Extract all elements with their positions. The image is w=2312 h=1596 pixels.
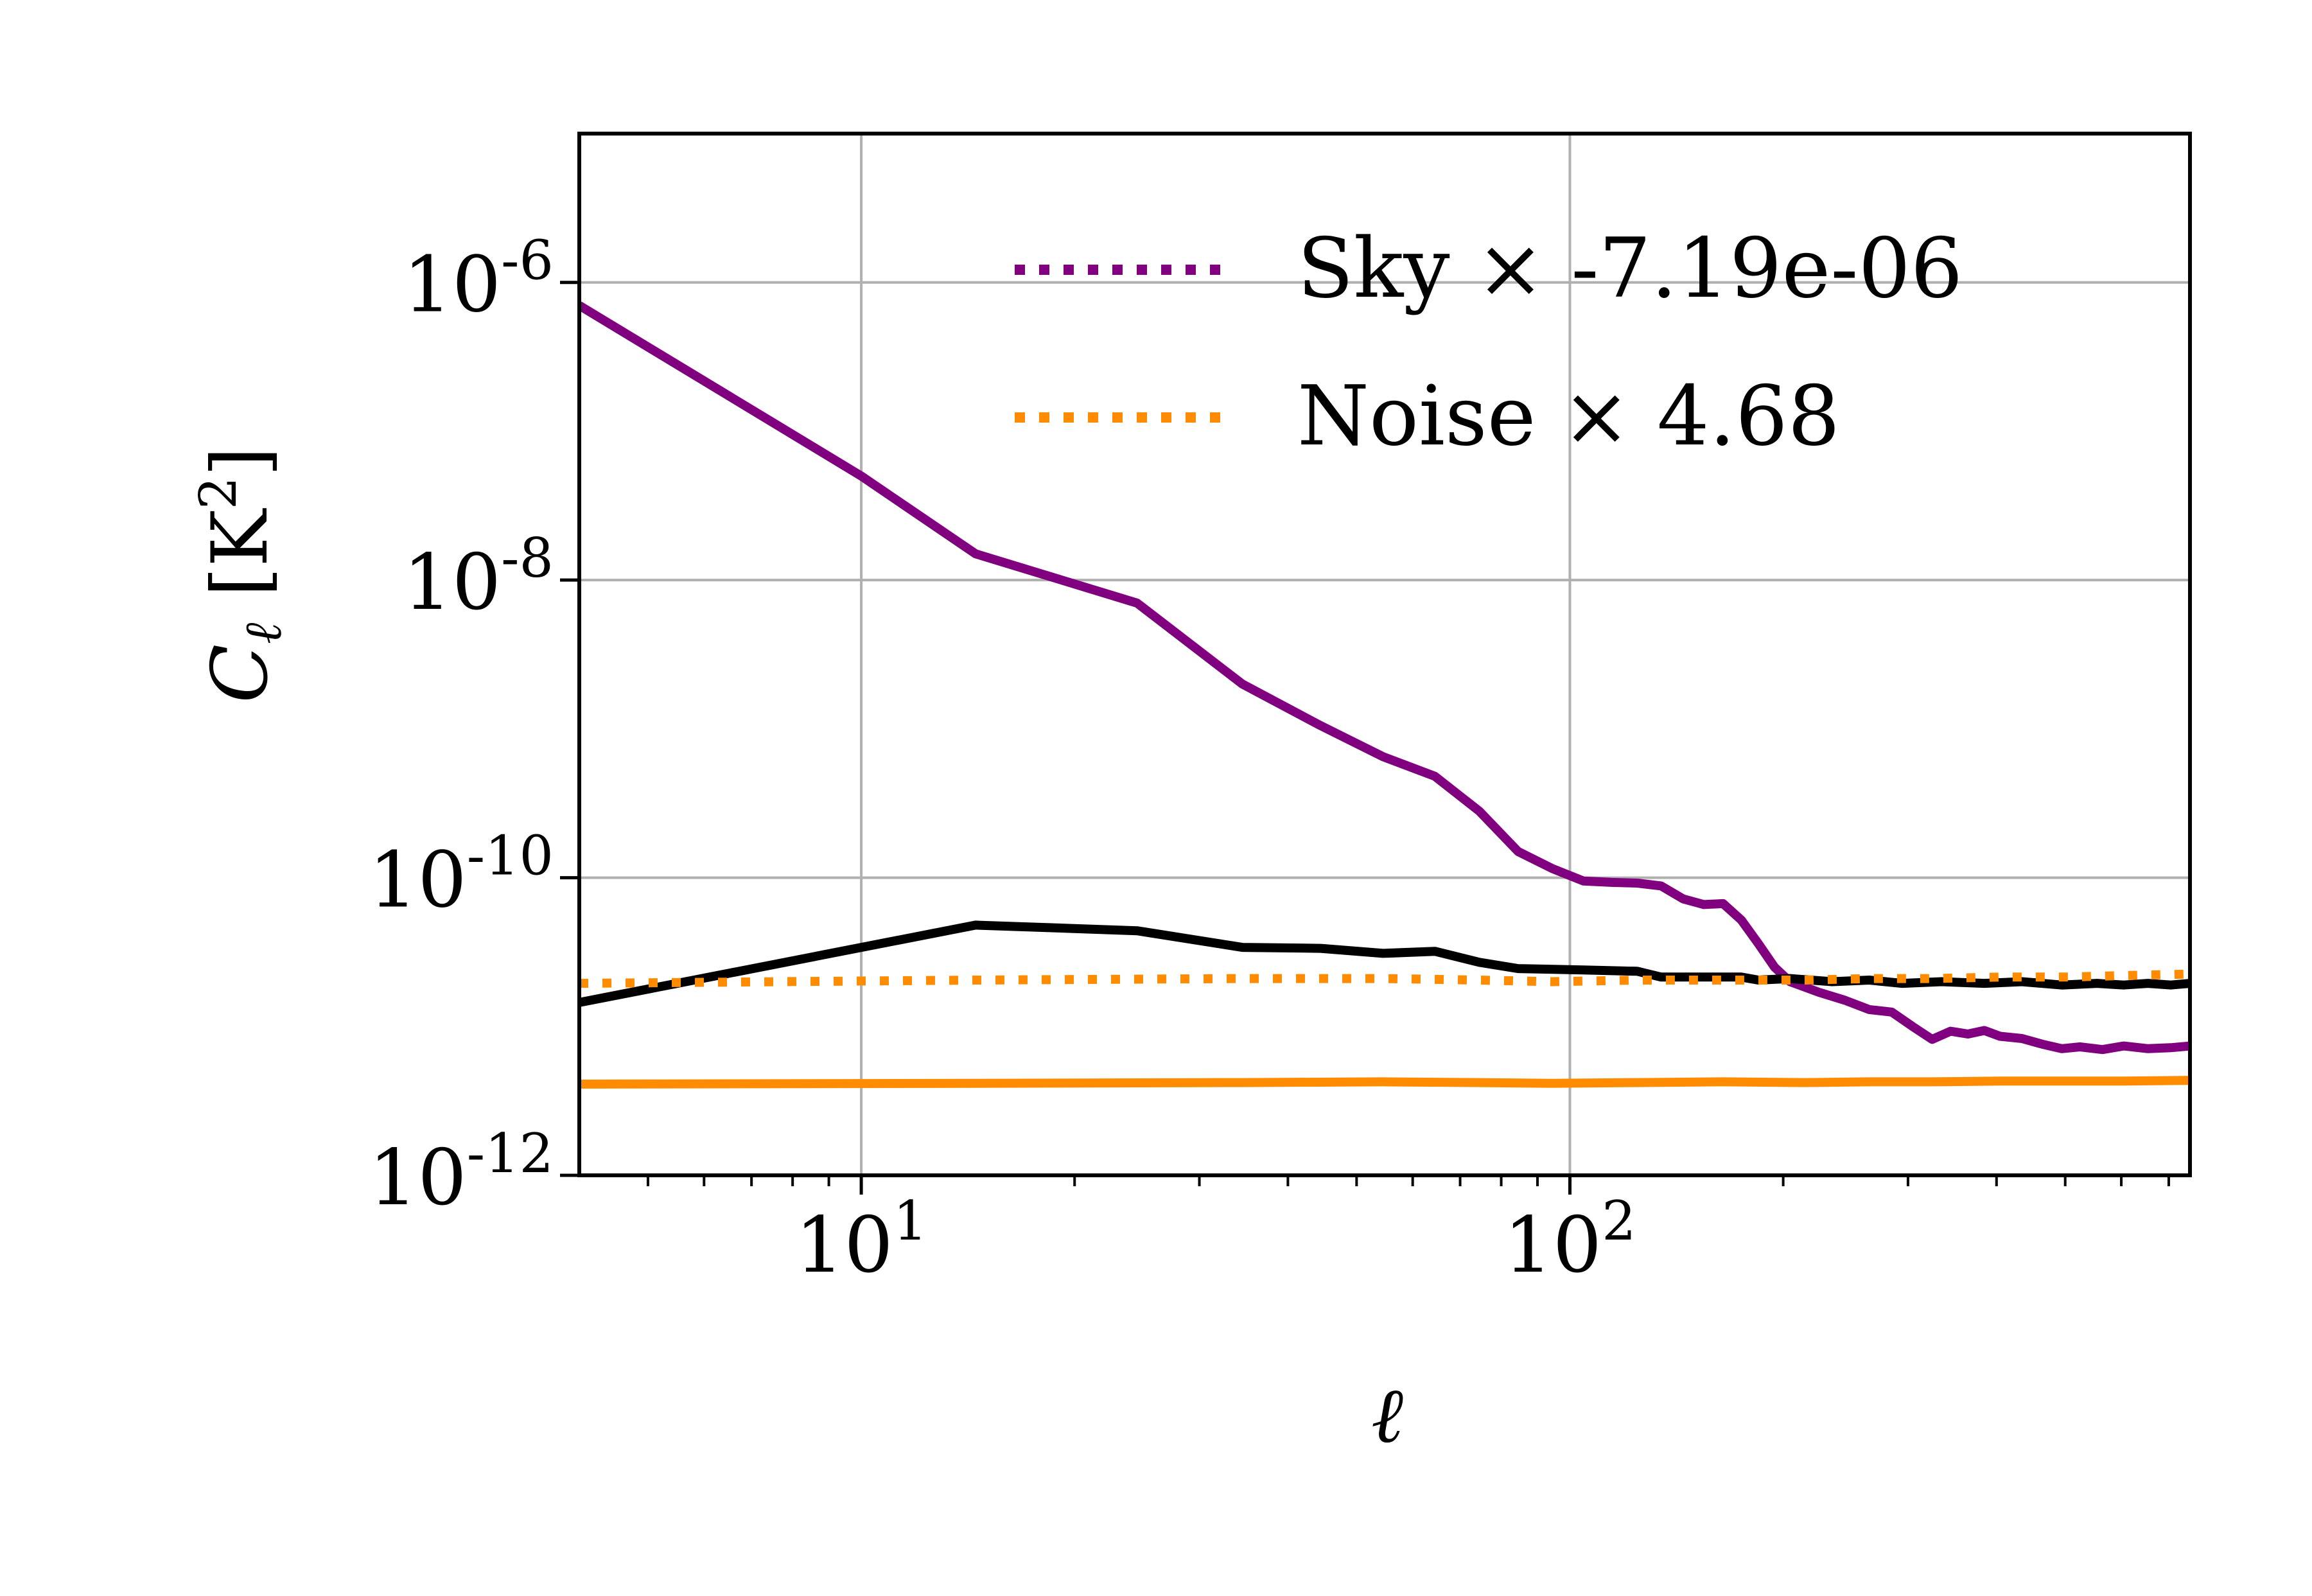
x-tick-label-exp: 2 [1602,1189,1636,1252]
y-tick-label: 10-10 [369,825,554,925]
legend-label-1: Sky × -7.19e-06 [1297,221,1963,317]
series-line-4 [579,1076,2190,1089]
legend-label-2: Noise × 4.68 [1297,369,1840,464]
y-tick-label-base: 10 [403,538,501,627]
y-axis-label-unit-exp: 2 [188,477,248,509]
legend: Sky × -7.19e-06 Noise × 4.68 [1015,221,1963,464]
y-axis-label-group: Cℓ [K2] [188,446,293,703]
y-tick-label: 10-12 [369,1122,554,1223]
y-tick-label-exp: -6 [501,229,554,292]
y-axis-label-unit-close: ] [196,446,285,477]
plot-series [579,301,2190,1089]
series-line-1 [579,301,2190,1055]
x-tick-label: 101 [795,1189,927,1290]
axis-labels: ℓ Cℓ [K2] [188,446,1403,1460]
x-axis-label: ℓ [1371,1371,1403,1460]
plot-frame [577,132,2192,1177]
y-axis-label-sub: ℓ [233,623,293,644]
x-tick-label: 102 [1503,1189,1636,1290]
y-axis-label-unit: [K [196,508,285,597]
x-tick-label-base: 10 [795,1201,893,1290]
svg-text:Cℓ[K2]: Cℓ [K2] [188,446,293,703]
y-tick-label-exp: -10 [467,825,554,888]
y-tick-label: 10-8 [403,527,554,627]
y-tick-label-base: 10 [403,241,501,330]
y-tick-label-base: 10 [369,1134,467,1223]
y-tick-label-exp: -8 [501,527,554,590]
y-axis-label-main: C [196,644,285,703]
y-tick-label: 10-6 [403,229,554,330]
x-tick-label-exp: 1 [893,1189,927,1252]
y-tick-label-base: 10 [369,836,467,925]
x-tick-label-base: 10 [1503,1201,1602,1290]
y-tick-label-exp: -12 [467,1122,554,1185]
